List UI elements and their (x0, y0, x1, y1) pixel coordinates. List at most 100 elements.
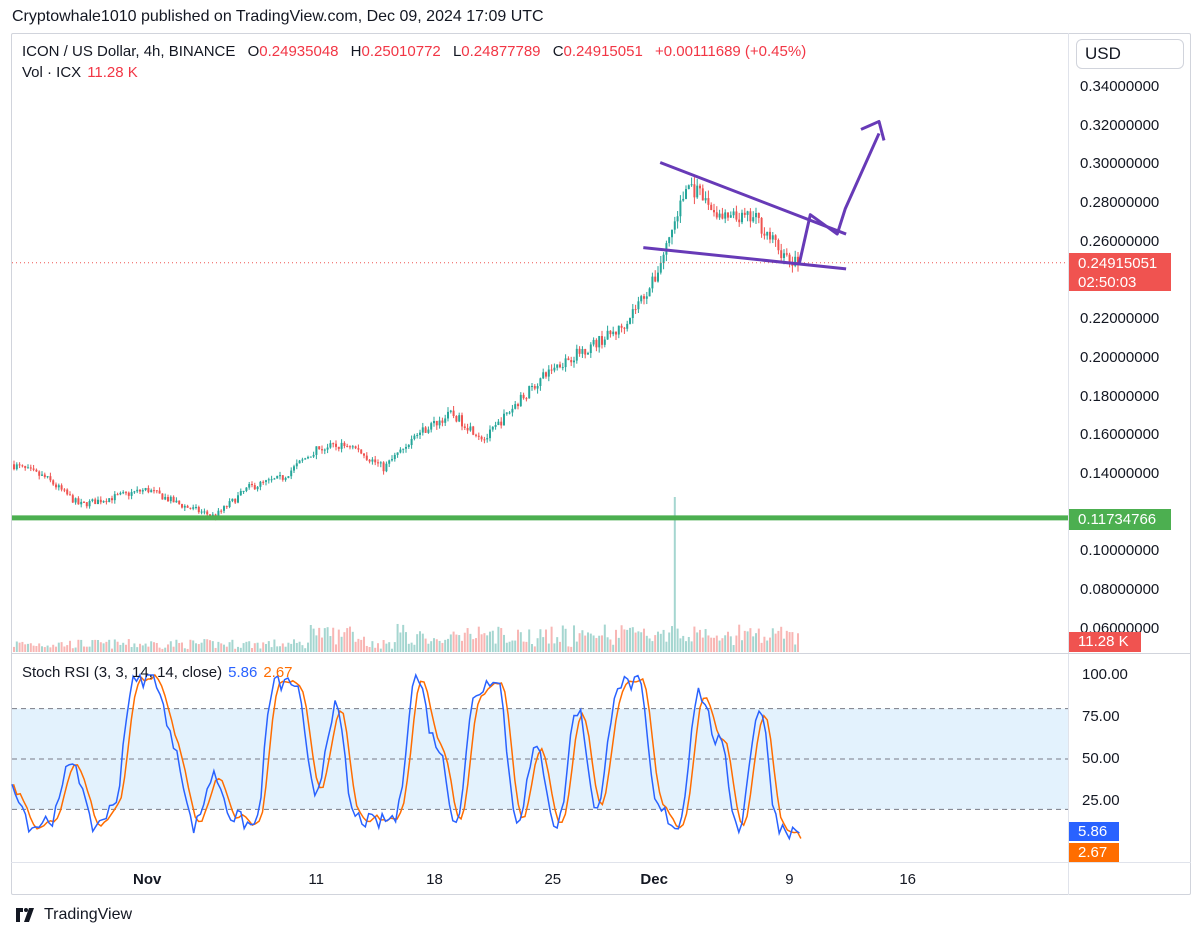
candle (150, 490, 153, 493)
pane-divider[interactable] (11, 653, 1191, 654)
support-level-badge: 0.11734766 (1069, 509, 1171, 530)
stoch-rsi-label[interactable]: Stoch RSI (3, 3, 14, 14, close) (22, 664, 223, 681)
volume-bar (438, 640, 441, 652)
volume-bar (797, 633, 799, 652)
volume-bar (584, 635, 587, 652)
candle (29, 467, 32, 469)
volume-bar (94, 639, 97, 652)
candle (777, 239, 780, 251)
candle (290, 470, 293, 477)
volume-bar (335, 644, 337, 652)
volume-bar (645, 635, 648, 652)
volume-bar (657, 631, 659, 652)
volume-bar (525, 641, 528, 652)
volume-bar (295, 642, 298, 652)
volume-bar (402, 624, 405, 652)
candle (153, 490, 155, 492)
volume-bar (718, 640, 721, 652)
volume-bar (536, 638, 539, 652)
volume-bar (531, 644, 533, 652)
candle (192, 507, 195, 509)
volume-bar (780, 626, 783, 652)
volume-bar (430, 641, 433, 652)
volume-bar (379, 648, 382, 652)
candle (206, 511, 209, 515)
candle (444, 418, 447, 423)
candle (531, 385, 533, 387)
footer-brand[interactable]: TradingView (12, 906, 132, 924)
volume-bar (284, 646, 287, 652)
candle (211, 514, 214, 516)
volume-label[interactable]: Vol · ICX (22, 64, 82, 81)
volume-bar (615, 629, 617, 652)
candle-countdown: 02:50:03 (1078, 274, 1137, 291)
volume-bar (685, 641, 687, 652)
forecast-arrowhead (860, 119, 886, 141)
volume-bar (150, 641, 153, 652)
candle (766, 231, 769, 236)
volume-bar (575, 641, 578, 652)
volume-bar (231, 639, 234, 652)
candle (323, 449, 326, 451)
volume-bar (318, 627, 321, 652)
candle (262, 481, 265, 483)
candle (601, 336, 603, 345)
volume-bar (27, 643, 29, 652)
candle (416, 434, 419, 436)
volume-bar (382, 640, 385, 652)
candle (458, 415, 461, 422)
volume-bar (377, 643, 379, 652)
candle (253, 485, 256, 490)
candle (427, 429, 430, 433)
volume-bar (472, 639, 475, 652)
symbol-title[interactable]: ICON / US Dollar, 4h, BINANCE (22, 43, 236, 60)
candle (315, 446, 318, 455)
candle (256, 486, 259, 490)
volume-bar (533, 646, 536, 652)
volume-bar (573, 625, 575, 652)
volume-bar (354, 641, 357, 652)
volume-bar (147, 646, 150, 652)
volume-bar (592, 635, 595, 652)
stoch-rsi-tick-label: 75.00 (1082, 708, 1120, 725)
volume-bar (139, 643, 141, 652)
volume-bar (701, 637, 704, 652)
candle (679, 200, 682, 217)
currency-button[interactable]: USD (1076, 39, 1184, 69)
candle (363, 453, 365, 456)
volume-bar (158, 647, 161, 652)
volume-bar (307, 642, 309, 652)
volume-bar (38, 643, 41, 652)
candle (578, 348, 581, 354)
candle (612, 331, 615, 335)
volume-bar (643, 628, 645, 652)
volume-bar (508, 641, 511, 652)
candle (80, 501, 83, 505)
volume-bar (111, 648, 113, 652)
candle (441, 420, 444, 423)
candle (573, 360, 575, 363)
last-price-badge: 0.24915051 02:50:03 (1069, 253, 1171, 291)
volume-bar (144, 643, 147, 652)
high-label: H (350, 43, 362, 60)
volume-bar (55, 646, 57, 652)
volume-value: 11.28 K (87, 64, 138, 81)
price-tick-label: 0.14000000 (1080, 465, 1160, 482)
candle (99, 499, 102, 503)
candle (94, 499, 97, 505)
candle (760, 217, 763, 234)
candle (696, 185, 699, 198)
candle (38, 471, 41, 476)
volume-bar (43, 647, 46, 652)
volume-bar (326, 627, 329, 652)
volume-bar (620, 625, 623, 652)
candle (312, 454, 315, 457)
candle (155, 490, 158, 492)
candle (455, 415, 458, 422)
candle (659, 262, 662, 273)
candle (405, 446, 407, 449)
ohlc-legend: ICON / US Dollar, 4h, BINANCE O0.2493504… (22, 43, 806, 60)
volume-bar (511, 640, 514, 652)
candle (433, 420, 435, 424)
